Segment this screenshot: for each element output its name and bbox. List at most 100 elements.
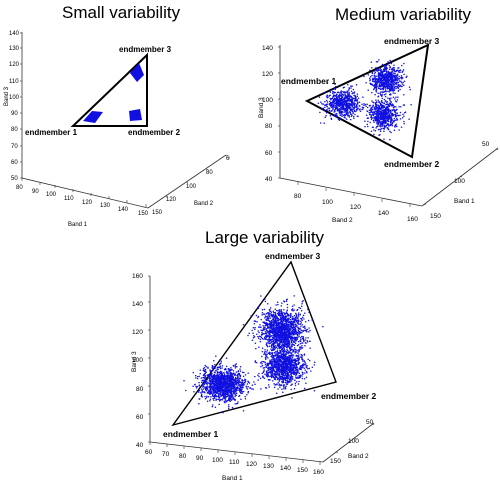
data-point — [280, 328, 282, 330]
data-point — [286, 309, 288, 311]
data-point — [377, 118, 379, 120]
data-point — [286, 340, 288, 342]
data-point — [183, 380, 185, 382]
data-point — [286, 312, 289, 315]
data-point — [305, 329, 307, 331]
data-point — [324, 109, 326, 112]
data-point — [405, 76, 407, 79]
data-point — [232, 389, 235, 391]
data-point — [261, 329, 264, 332]
data-point — [226, 376, 229, 378]
data-point — [341, 105, 344, 107]
data-point — [295, 312, 297, 315]
data-point — [200, 392, 202, 394]
data-point — [229, 371, 232, 374]
data-point — [331, 101, 333, 104]
data-point — [350, 85, 352, 87]
data-point — [268, 333, 270, 335]
data-point — [282, 336, 284, 339]
data-point — [293, 295, 295, 297]
data-point — [268, 309, 271, 311]
data-point — [271, 336, 274, 339]
data-point — [399, 118, 402, 120]
data-point — [400, 105, 402, 108]
data-point — [254, 342, 257, 344]
data-point — [396, 119, 398, 121]
data-point — [408, 86, 411, 88]
data-point — [398, 129, 400, 131]
data-point — [326, 101, 329, 103]
data-point — [230, 389, 232, 392]
data-point — [381, 74, 384, 77]
data-point — [390, 83, 392, 86]
data-point — [239, 366, 242, 368]
data-point — [244, 397, 247, 400]
data-point — [213, 391, 215, 394]
data-point — [225, 401, 228, 403]
data-point — [308, 331, 310, 333]
data-point — [378, 107, 381, 109]
data-point — [355, 110, 357, 113]
data-point — [228, 397, 231, 399]
data-point — [297, 383, 300, 385]
data-point — [213, 365, 215, 368]
data-point — [267, 319, 269, 322]
data-point — [350, 115, 353, 118]
data-point — [235, 387, 237, 390]
data-point — [215, 355, 217, 357]
data-point — [255, 347, 257, 350]
data-point — [301, 330, 303, 332]
data-point — [337, 102, 340, 104]
data-point — [260, 361, 263, 363]
data-point — [353, 91, 356, 93]
data-point — [325, 104, 327, 106]
data-point — [387, 73, 389, 75]
data-point — [355, 96, 357, 99]
data-point — [228, 395, 230, 398]
data-point — [291, 335, 293, 337]
data-point — [241, 381, 243, 383]
data-point — [300, 320, 302, 323]
data-point — [380, 108, 382, 111]
data-point — [223, 394, 225, 396]
data-point — [210, 395, 212, 398]
tick-marks — [20, 32, 229, 207]
data-point — [262, 329, 265, 331]
data-point — [279, 340, 282, 342]
data-point — [299, 340, 301, 342]
data-point — [399, 114, 401, 117]
data-point — [388, 116, 390, 119]
y-tick-label: 160 — [407, 216, 418, 223]
data-point — [288, 331, 291, 334]
data-point — [223, 390, 226, 393]
data-point — [280, 310, 283, 313]
data-point — [395, 79, 398, 81]
data-point — [265, 329, 267, 331]
data-point — [401, 85, 403, 88]
data-point — [274, 335, 277, 337]
data-point — [387, 70, 389, 72]
data-point — [380, 125, 382, 128]
data-point — [374, 129, 377, 132]
data-point — [259, 324, 261, 326]
data-point — [291, 322, 293, 325]
data-point — [232, 392, 235, 395]
data-point — [329, 89, 331, 91]
data-point — [394, 125, 396, 127]
data-point — [268, 320, 271, 323]
data-point — [205, 389, 207, 391]
data-point — [383, 82, 386, 84]
data-point — [337, 91, 340, 94]
data-point — [286, 348, 288, 351]
data-point — [283, 324, 286, 327]
data-point — [297, 313, 300, 316]
data-point — [286, 337, 289, 339]
data-point — [375, 88, 378, 91]
data-point — [202, 386, 204, 388]
data-point — [390, 62, 393, 65]
data-point — [376, 122, 378, 125]
data-point — [210, 382, 213, 385]
data-point — [202, 388, 205, 390]
data-point — [225, 365, 228, 368]
data-point — [306, 328, 309, 331]
